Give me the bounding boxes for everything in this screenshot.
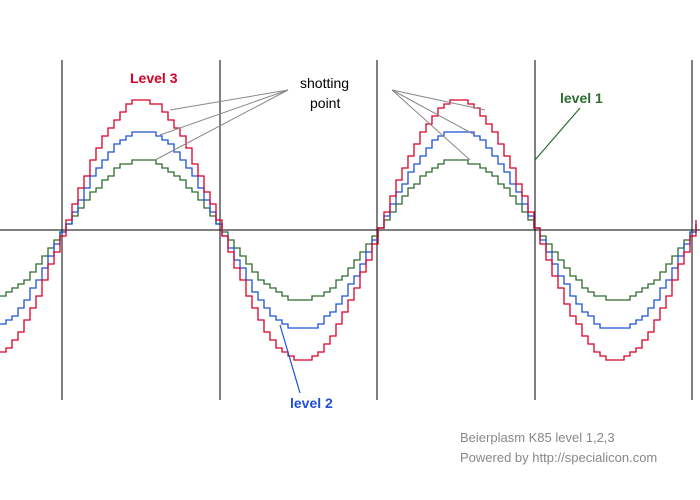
label-shotting-point-line2: point bbox=[310, 95, 340, 111]
label-level2: level 2 bbox=[290, 395, 333, 411]
callout-line-left-1 bbox=[160, 90, 288, 135]
waveform-chart bbox=[0, 0, 700, 500]
callout-line-right-1 bbox=[392, 90, 475, 135]
callout-line-left-2 bbox=[170, 90, 288, 110]
label-shotting-point-line1: shotting bbox=[300, 75, 349, 91]
leader-level2 bbox=[280, 325, 300, 393]
footer-line1: Beierplasm K85 level 1,2,3 bbox=[460, 430, 615, 445]
callout-line-right-2 bbox=[392, 90, 485, 110]
label-level3: Level 3 bbox=[130, 70, 177, 86]
leader-level1 bbox=[535, 108, 580, 160]
footer-line2: Powered by http://specialicon.com bbox=[460, 450, 657, 465]
callout-line-left-0 bbox=[155, 90, 288, 160]
label-level1: level 1 bbox=[560, 90, 603, 106]
